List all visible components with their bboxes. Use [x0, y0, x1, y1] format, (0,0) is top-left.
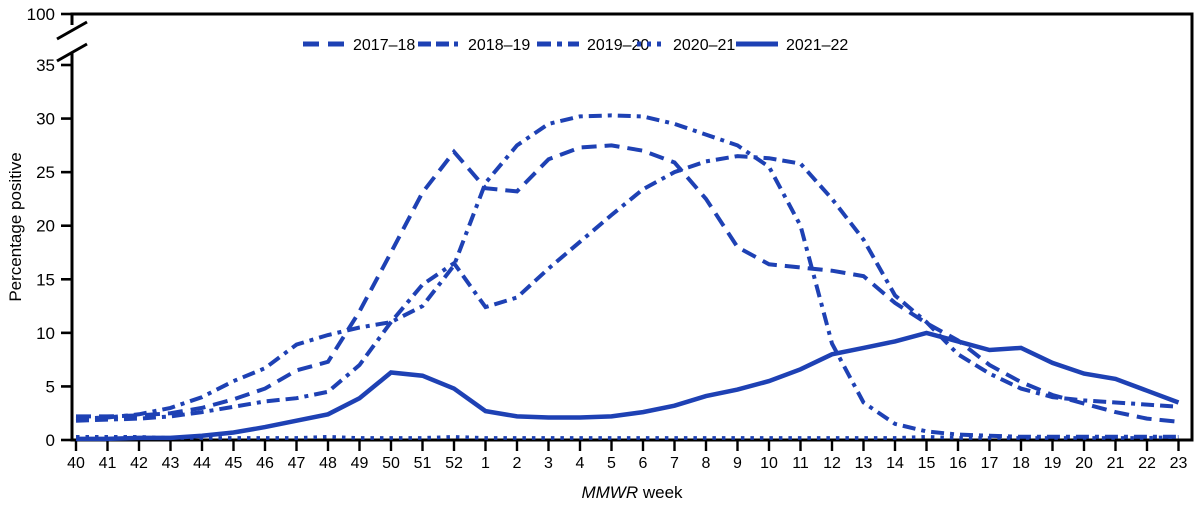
axis-break-slash [56, 20, 88, 41]
x-tick-label: 6 [639, 455, 648, 472]
y-tick-label: 10 [36, 324, 55, 343]
legend-label: 2019–20 [587, 37, 649, 54]
x-tick-label: 2 [513, 455, 522, 472]
x-tick-label: 46 [256, 455, 274, 472]
plot-border [70, 12, 1194, 442]
y-axis-title: Percentage positive [6, 152, 25, 301]
x-tick-label: 42 [130, 455, 148, 472]
x-axis-title: MMWR week [581, 483, 683, 502]
x-tick-label: 12 [823, 455, 841, 472]
series-line-2019-20 [75, 113, 1179, 439]
y-tick-label: 35 [36, 56, 55, 75]
x-tick-label: 3 [544, 455, 553, 472]
x-tick-label: 4 [576, 455, 585, 472]
x-tick-label: 44 [193, 455, 211, 472]
series-line-2017-18 [76, 143, 1179, 424]
y-axis-break-top-label: 100 [27, 5, 55, 24]
legend-label: 2020–21 [673, 37, 735, 54]
series-line-2018-19 [75, 154, 1179, 423]
x-tick-label: 23 [1170, 455, 1188, 472]
x-tick-label: 10 [760, 455, 778, 472]
y-axis-break-gap [69, 25, 75, 53]
x-tick-label: 43 [162, 455, 180, 472]
series-line-2021-22 [76, 330, 1180, 442]
legend-label: 2021–22 [786, 37, 848, 54]
x-tick-label: 40 [67, 455, 85, 472]
x-tick-label: 49 [351, 455, 369, 472]
x-tick-label: 50 [382, 455, 400, 472]
x-tick-label: 18 [1012, 455, 1030, 472]
legend-label: 2018–19 [468, 37, 530, 54]
y-tick-label: 25 [36, 163, 55, 182]
x-tick-label: 20 [1075, 455, 1093, 472]
y-tick-label: 0 [46, 431, 55, 450]
x-tick-label: 48 [319, 455, 337, 472]
legend-label: 2017–18 [353, 37, 415, 54]
x-tick-label: 7 [670, 455, 679, 472]
y-tick-label: 20 [36, 217, 55, 236]
x-tick-label: 1 [481, 455, 490, 472]
y-tick-label: 5 [46, 377, 55, 396]
x-tick-label: 52 [445, 455, 463, 472]
x-tick-label: 5 [607, 455, 616, 472]
x-tick-label: 17 [981, 455, 999, 472]
y-tick-label: 30 [36, 110, 55, 129]
x-tick-label: 45 [225, 455, 243, 472]
x-tick-label: 8 [702, 455, 711, 472]
x-tick-label: 15 [918, 455, 936, 472]
x-tick-label: 16 [949, 455, 967, 472]
x-tick-label: 9 [733, 455, 742, 472]
x-tick-label: 47 [288, 455, 306, 472]
x-tick-label: 19 [1044, 455, 1062, 472]
x-tick-label: 13 [855, 455, 873, 472]
x-tick-label: 22 [1138, 455, 1156, 472]
y-tick-label: 15 [36, 270, 55, 289]
x-tick-label: 11 [792, 455, 809, 472]
x-tick-label: 21 [1107, 455, 1125, 472]
series-line-2020-21 [76, 434, 1179, 440]
x-tick-label: 14 [886, 455, 904, 472]
x-tick-label: 41 [99, 455, 117, 472]
x-tick-label: 51 [414, 455, 432, 472]
axis-break-slash [56, 42, 88, 63]
